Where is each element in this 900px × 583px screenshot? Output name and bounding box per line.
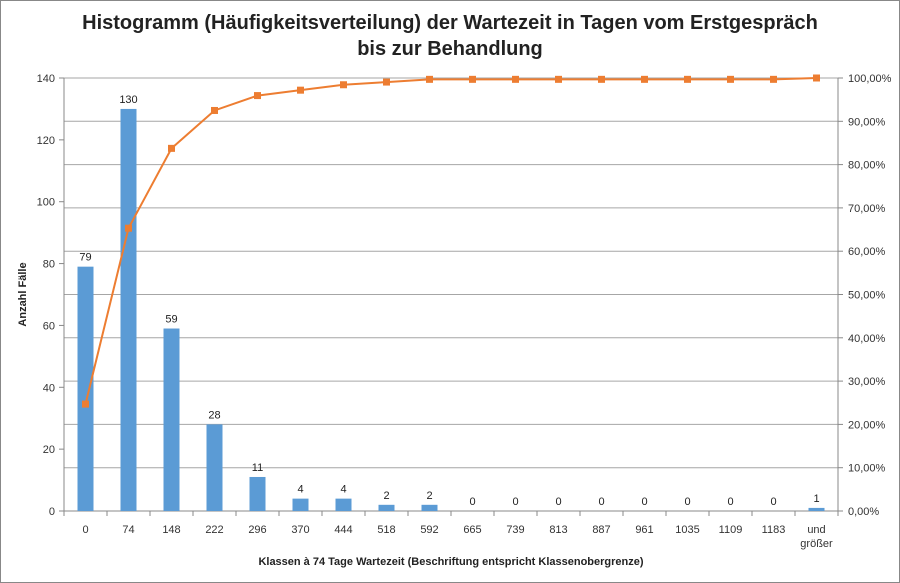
y-tick-label: 20 <box>43 444 55 456</box>
bar <box>163 328 180 511</box>
x-tick-label: 1109 <box>719 524 743 536</box>
cumulative-marker <box>168 144 175 152</box>
x-tick-label: 887 <box>592 524 610 536</box>
x-tick-label: 518 <box>377 524 395 536</box>
x-tick-label: größer <box>800 538 833 550</box>
x-tick-label: 813 <box>549 524 567 536</box>
bar-data-label: 0 <box>684 496 690 508</box>
y2-tick-label: 80,00% <box>848 160 886 172</box>
cumulative-marker <box>426 75 433 83</box>
cumulative-marker <box>727 75 734 83</box>
bar <box>206 424 223 511</box>
chart-title: Histogramm (Häufigkeitsverteilung) der W… <box>0 10 900 62</box>
bar-data-label: 0 <box>598 496 604 508</box>
cumulative-marker <box>469 75 476 83</box>
y2-tick-label: 40,00% <box>848 333 886 345</box>
y-tick-label: 40 <box>43 382 55 394</box>
title-line-2: bis zur Behandlung <box>357 38 543 60</box>
y-tick-label: 100 <box>37 197 55 209</box>
y2-tick-label: 60,00% <box>848 246 886 258</box>
y-tick-label: 120 <box>37 135 55 147</box>
x-tick-label: 739 <box>506 524 524 536</box>
bar-data-label: 11 <box>252 462 263 474</box>
x-tick-label: 74 <box>122 524 134 536</box>
x-tick-label: 444 <box>334 524 352 536</box>
y-tick-label: 80 <box>43 259 55 271</box>
cumulative-marker <box>254 92 261 100</box>
bar-data-label: 28 <box>208 409 220 421</box>
x-axis-title: Klassen à 74 Tage Wartezeit (Beschriftun… <box>258 556 643 568</box>
y2-tick-label: 30,00% <box>848 376 886 388</box>
x-tick-label: und <box>807 524 825 536</box>
cumulative-marker <box>641 75 648 83</box>
x-tick-label: 1183 <box>762 524 786 536</box>
y2-tick-label: 90,00% <box>848 116 886 128</box>
bar-data-label: 0 <box>641 496 647 508</box>
bar-data-label: 0 <box>770 496 776 508</box>
cumulative-marker <box>598 75 605 83</box>
y-axis-title: Anzahl Fälle <box>17 262 29 326</box>
bar-data-label: 130 <box>119 94 137 106</box>
x-tick-label: 592 <box>420 524 438 536</box>
y2-tick-label: 0,00% <box>848 506 879 518</box>
bar-data-label: 59 <box>165 314 177 326</box>
bar-data-label: 0 <box>469 496 475 508</box>
y-tick-label: 0 <box>49 506 55 518</box>
bar-data-label: 4 <box>297 484 303 496</box>
bar-data-label: 2 <box>383 490 389 502</box>
y2-tick-label: 50,00% <box>848 290 886 302</box>
cumulative-marker <box>383 78 390 86</box>
y-tick-label: 60 <box>43 320 55 332</box>
bar <box>335 498 352 511</box>
x-tick-label: 148 <box>162 524 180 536</box>
x-tick-label: 296 <box>248 524 266 536</box>
cumulative-marker <box>770 75 777 83</box>
y2-tick-label: 20,00% <box>848 419 886 431</box>
bar <box>378 504 395 511</box>
y2-tick-label: 70,00% <box>848 203 886 215</box>
cumulative-marker <box>297 86 304 94</box>
x-tick-label: 0 <box>82 524 88 536</box>
cumulative-marker <box>684 75 691 83</box>
x-tick-label: 665 <box>463 524 481 536</box>
cumulative-marker <box>82 400 89 408</box>
title-line-1: Histogramm (Häufigkeitsverteilung) der W… <box>82 12 818 34</box>
cumulative-line <box>84 77 817 405</box>
x-tick-label: 961 <box>635 524 653 536</box>
x-tick-label: 222 <box>205 524 223 536</box>
cumulative-marker <box>340 81 347 89</box>
bar <box>77 266 94 511</box>
cumulative-marker <box>512 75 519 83</box>
bar <box>249 476 266 511</box>
cumulative-marker <box>125 224 132 232</box>
bar <box>808 507 825 511</box>
y-tick-label: 140 <box>37 73 55 85</box>
cumulative-marker <box>211 106 218 114</box>
bar <box>120 108 137 511</box>
x-tick-label: 1035 <box>675 524 699 536</box>
bar-data-label: 1 <box>813 493 819 505</box>
bar-data-label: 79 <box>79 252 91 264</box>
cumulative-marker <box>555 75 562 83</box>
bar <box>292 498 309 511</box>
y2-tick-label: 10,00% <box>848 463 886 475</box>
bar-data-label: 0 <box>727 496 733 508</box>
cumulative-marker <box>813 74 820 82</box>
x-tick-label: 370 <box>291 524 309 536</box>
bar-data-label: 4 <box>340 484 346 496</box>
bar-data-label: 0 <box>555 496 561 508</box>
bar-data-label: 2 <box>426 490 432 502</box>
bar-data-label: 0 <box>512 496 518 508</box>
bar <box>421 504 438 511</box>
y2-tick-label: 100,00% <box>848 73 892 85</box>
